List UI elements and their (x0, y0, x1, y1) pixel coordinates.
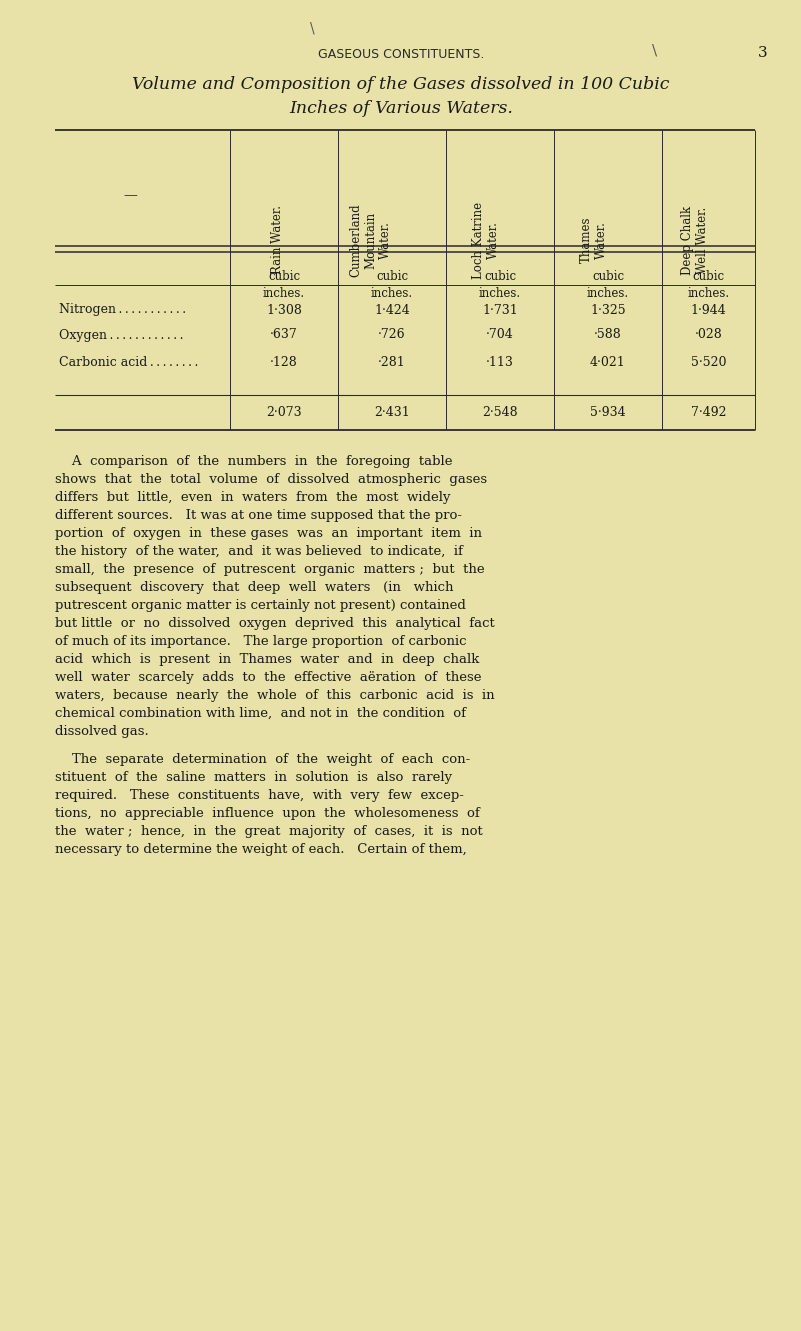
Text: Cumberland
Mountain
Water.: Cumberland Mountain Water. (349, 204, 392, 277)
Text: 5·520: 5·520 (690, 355, 727, 369)
Text: the  water ;  hence,  in  the  great  majority  of  cases,  it  is  not: the water ; hence, in the great majority… (55, 825, 483, 839)
Text: Thames
Water.: Thames Water. (580, 217, 608, 264)
Text: 1·944: 1·944 (690, 303, 727, 317)
Text: the history  of the water,  and  it was believed  to indicate,  if: the history of the water, and it was bel… (55, 544, 463, 558)
Text: 1·325: 1·325 (590, 303, 626, 317)
Text: ·588: ·588 (594, 329, 622, 342)
Text: Loch Katrine
Water.: Loch Katrine Water. (472, 201, 500, 278)
Text: cubic: cubic (268, 270, 300, 284)
Text: tions,  no  appreciable  influence  upon  the  wholesomeness  of: tions, no appreciable influence upon the… (55, 807, 480, 820)
Text: 1·424: 1·424 (374, 303, 410, 317)
Text: ·128: ·128 (270, 355, 298, 369)
Text: inches.: inches. (587, 287, 629, 299)
Text: chemical combination with lime,  and not in  the condition  of: chemical combination with lime, and not … (55, 707, 466, 720)
Text: required.   These  constituents  have,  with  very  few  excep-: required. These constituents have, with … (55, 789, 464, 803)
Text: ·704: ·704 (486, 329, 514, 342)
Text: putrescent organic matter is certainly not present) contained: putrescent organic matter is certainly n… (55, 599, 466, 612)
Text: small,  the  presence  of  putrescent  organic  matters ;  but  the: small, the presence of putrescent organi… (55, 563, 485, 576)
Text: Carbonic acid . . . . . . . .: Carbonic acid . . . . . . . . (59, 355, 199, 369)
Text: cubic: cubic (592, 270, 624, 284)
Text: necessary to determine the weight of each.   Certain of them,: necessary to determine the weight of eac… (55, 843, 467, 856)
Text: portion  of  oxygen  in  these gases  was  an  important  item  in: portion of oxygen in these gases was an … (55, 527, 482, 540)
Text: Deep Chalk
Well Water.: Deep Chalk Well Water. (681, 205, 709, 274)
Text: shows  that  the  total  volume  of  dissolved  atmospheric  gases: shows that the total volume of dissolved… (55, 473, 487, 486)
Text: cubic: cubic (484, 270, 516, 284)
Text: waters,  because  nearly  the  whole  of  this  carbonic  acid  is  in: waters, because nearly the whole of this… (55, 689, 495, 701)
Text: stituent  of  the  saline  matters  in  solution  is  also  rarely: stituent of the saline matters in soluti… (55, 771, 452, 784)
Text: inches.: inches. (371, 287, 413, 299)
Text: acid  which  is  present  in  Thames  water  and  in  deep  chalk: acid which is present in Thames water an… (55, 654, 479, 666)
Text: different sources.   It was at one time supposed that the pro-: different sources. It was at one time su… (55, 508, 462, 522)
Text: 1·731: 1·731 (482, 303, 518, 317)
Text: of much of its importance.   The large proportion  of carbonic: of much of its importance. The large pro… (55, 635, 466, 648)
Text: Oxygen . . . . . . . . . . . .: Oxygen . . . . . . . . . . . . (59, 329, 183, 342)
Text: 7·492: 7·492 (690, 406, 727, 418)
Text: well  water  scarcely  adds  to  the  effective  aëration  of  these: well water scarcely adds to the effectiv… (55, 671, 481, 684)
Text: 4·021: 4·021 (590, 355, 626, 369)
Text: 5·934: 5·934 (590, 406, 626, 418)
Text: ·637: ·637 (270, 329, 298, 342)
Text: 3: 3 (758, 47, 767, 60)
Text: Volume and Composition of the Gases dissolved in 100 Cubic: Volume and Composition of the Gases diss… (132, 76, 670, 93)
Text: \: \ (310, 23, 315, 36)
Text: —: — (123, 188, 137, 202)
Text: subsequent  discovery  that  deep  well  waters   (in   which: subsequent discovery that deep well wate… (55, 582, 453, 594)
Text: inches.: inches. (263, 287, 305, 299)
Text: \: \ (652, 44, 657, 59)
Text: ·028: ·028 (694, 329, 723, 342)
Text: 2·073: 2·073 (266, 406, 302, 418)
Text: GASEOUS CONSTITUENTS.: GASEOUS CONSTITUENTS. (318, 48, 484, 61)
Text: but little  or  no  dissolved  oxygen  deprived  this  analytical  fact: but little or no dissolved oxygen depriv… (55, 618, 495, 630)
Text: cubic: cubic (692, 270, 725, 284)
Text: 2·548: 2·548 (482, 406, 517, 418)
Text: Inches of Various Waters.: Inches of Various Waters. (289, 100, 513, 117)
Text: 2·431: 2·431 (374, 406, 410, 418)
Text: ·281: ·281 (378, 355, 406, 369)
Text: dissolved gas.: dissolved gas. (55, 725, 149, 737)
Text: Nitrogen . . . . . . . . . . .: Nitrogen . . . . . . . . . . . (59, 303, 186, 317)
Text: The  separate  determination  of  the  weight  of  each  con-: The separate determination of the weight… (55, 753, 470, 767)
Text: 1·308: 1·308 (266, 303, 302, 317)
Text: A  comparison  of  the  numbers  in  the  foregoing  table: A comparison of the numbers in the foreg… (55, 455, 453, 469)
Text: ·113: ·113 (486, 355, 514, 369)
Text: inches.: inches. (479, 287, 521, 299)
Text: cubic: cubic (376, 270, 408, 284)
Text: ·726: ·726 (378, 329, 406, 342)
Text: inches.: inches. (687, 287, 730, 299)
Text: differs  but  little,  even  in  waters  from  the  most  widely: differs but little, even in waters from … (55, 491, 450, 504)
Text: Rain Water.: Rain Water. (271, 205, 284, 274)
